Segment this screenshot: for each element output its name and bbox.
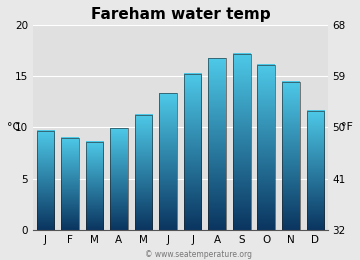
Bar xyxy=(86,142,103,230)
Bar xyxy=(282,82,300,230)
Bar xyxy=(135,115,152,230)
Title: Fareham water temp: Fareham water temp xyxy=(90,7,270,22)
Y-axis label: °C: °C xyxy=(7,122,20,132)
Bar xyxy=(257,65,275,230)
Bar xyxy=(159,94,177,230)
Bar xyxy=(61,138,79,230)
Bar xyxy=(36,131,54,230)
Y-axis label: °F: °F xyxy=(341,122,353,132)
Bar xyxy=(306,111,324,230)
Bar xyxy=(110,128,128,230)
Text: © www.seatemperature.org: © www.seatemperature.org xyxy=(144,250,252,259)
Bar xyxy=(233,54,251,230)
Bar xyxy=(208,58,226,230)
Bar xyxy=(184,74,202,230)
